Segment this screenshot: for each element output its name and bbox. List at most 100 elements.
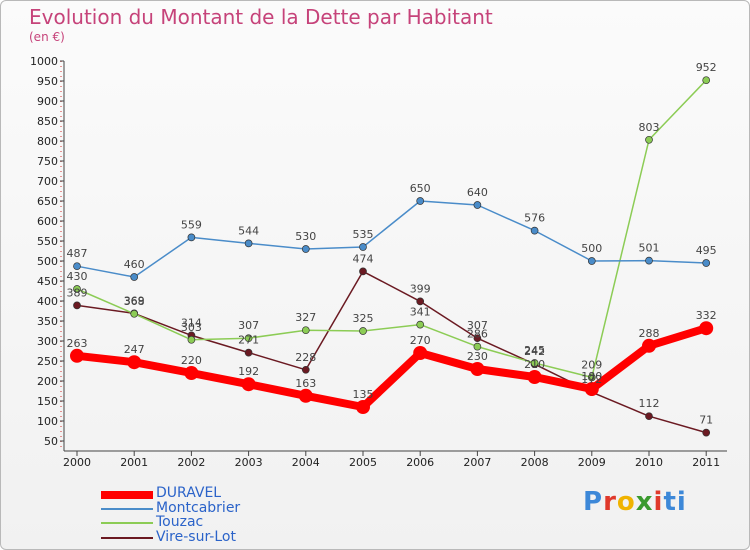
x-tick-label: 2003 [235, 456, 263, 469]
y-tick-label: 350 [37, 315, 58, 328]
series-point-touzac [530, 359, 539, 367]
x-tick-label: 2001 [120, 456, 148, 469]
series-point-touzac [73, 285, 81, 293]
data-label-vire-sur-lot: 71 [699, 414, 713, 427]
data-label-duravel: 270 [410, 334, 431, 347]
series-line-montcabrier [76, 200, 707, 278]
x-tick-label: 2009 [578, 456, 606, 469]
data-label-duravel: 332 [696, 309, 717, 322]
data-label-touzac: 325 [353, 312, 374, 325]
data-label-duravel: 263 [67, 337, 88, 350]
y-tick-label: 300 [37, 335, 58, 348]
series-point-touzac [244, 334, 253, 343]
data-label-montcabrier: 559 [181, 218, 202, 231]
y-tick-label: 50 [44, 435, 58, 448]
series-layer [70, 76, 714, 437]
data-label-duravel: 192 [238, 365, 259, 378]
logo-letter: r [603, 487, 617, 517]
series-point-montcabrier [702, 259, 711, 267]
logo-letter: x [635, 487, 654, 517]
data-label-touzac: 803 [639, 121, 660, 134]
data-label-montcabrier: 544 [238, 224, 259, 237]
legend-swatch-touzac [101, 522, 153, 524]
y-tick-label: 600 [37, 215, 58, 228]
y-tick-label: 900 [37, 95, 58, 108]
data-label-touzac: 327 [295, 311, 316, 324]
data-label-touzac: 286 [467, 328, 488, 341]
data-label-touzac: 307 [238, 319, 259, 332]
data-label-vire-sur-lot: 314 [181, 316, 202, 329]
legend-label-montcabrier: Montcabrier [156, 499, 241, 516]
data-label-montcabrier: 487 [67, 247, 88, 260]
series-point-duravel [413, 346, 428, 360]
y-tick-label: 500 [37, 255, 58, 268]
series-point-vire-sur-lot [645, 412, 653, 421]
x-tick-label: 2007 [463, 456, 491, 469]
data-label-touzac: 430 [67, 270, 88, 283]
legend-swatch-montcabrier [101, 507, 153, 510]
y-tick-label: 1000 [30, 55, 58, 68]
data-label-montcabrier: 501 [639, 242, 660, 255]
series-point-vire-sur-lot [73, 301, 81, 310]
series-line-duravel [73, 324, 711, 411]
data-label-duravel: 135 [353, 388, 374, 401]
data-label-montcabrier: 535 [353, 228, 374, 241]
y-tick-label: 150 [37, 395, 58, 408]
series-point-touzac [645, 135, 653, 144]
series-point-touzac [359, 327, 367, 335]
data-label-vire-sur-lot: 389 [67, 286, 88, 299]
series-point-duravel [699, 321, 714, 336]
series-point-duravel [241, 377, 256, 392]
y-tick-label: 850 [37, 115, 58, 128]
series-point-duravel [527, 370, 542, 384]
y-tick-label: 750 [37, 155, 58, 168]
legend-label-duravel: DURAVEL [156, 485, 222, 501]
y-tick-label: 450 [37, 275, 58, 288]
x-tick-label: 2005 [349, 456, 377, 469]
data-label-duravel: 288 [639, 327, 660, 340]
x-tick-label: 2006 [406, 456, 434, 469]
x-tick-label: 2004 [292, 456, 320, 469]
data-label-duravel: 163 [295, 377, 316, 390]
legend-swatch-duravel [101, 491, 153, 499]
y-tick-label: 650 [37, 195, 58, 208]
data-label-touzac: 245 [524, 344, 545, 357]
data-label-vire-sur-lot: 307 [467, 319, 488, 332]
data-label-vire-sur-lot: 228 [295, 351, 316, 364]
data-label-touzac: 303 [181, 321, 202, 334]
series-point-montcabrier [244, 239, 253, 248]
series-point-touzac [416, 320, 425, 329]
series-point-montcabrier [530, 226, 539, 235]
legend-label-touzac: Touzac [156, 514, 204, 530]
series-point-duravel [127, 355, 142, 370]
x-tick-label: 2011 [692, 456, 720, 469]
data-label-touzac: 368 [124, 295, 145, 308]
data-label-touzac: 209 [581, 358, 602, 371]
data-label-vire-sur-lot: 172 [581, 373, 602, 386]
data-label-montcabrier: 500 [581, 242, 602, 255]
data-label-duravel: 210 [524, 358, 545, 371]
data-label-vire-sur-lot: 474 [353, 252, 374, 265]
series-line-touzac [76, 79, 707, 379]
y-tick-label: 100 [37, 415, 58, 428]
data-label-duravel: 220 [181, 354, 202, 367]
data-label-duravel: 247 [124, 343, 145, 356]
series-point-montcabrier [359, 243, 367, 251]
series-point-duravel [642, 338, 656, 353]
data-label-duravel: 180 [581, 370, 602, 383]
data-label-montcabrier: 576 [524, 212, 545, 225]
series-point-montcabrier [587, 257, 596, 265]
series-point-touzac [130, 309, 139, 318]
y-tick-label: 550 [37, 235, 58, 248]
series-point-montcabrier [645, 256, 653, 265]
data-label-vire-sur-lot: 242 [524, 345, 545, 358]
series-point-duravel [356, 400, 370, 414]
data-label-montcabrier: 640 [467, 186, 488, 199]
series-point-montcabrier [73, 262, 81, 271]
series-point-vire-sur-lot [473, 334, 482, 343]
series-point-montcabrier [416, 197, 425, 205]
series-point-vire-sur-lot [702, 428, 711, 437]
x-tick-label: 2002 [177, 456, 205, 469]
series-point-montcabrier [473, 201, 482, 209]
